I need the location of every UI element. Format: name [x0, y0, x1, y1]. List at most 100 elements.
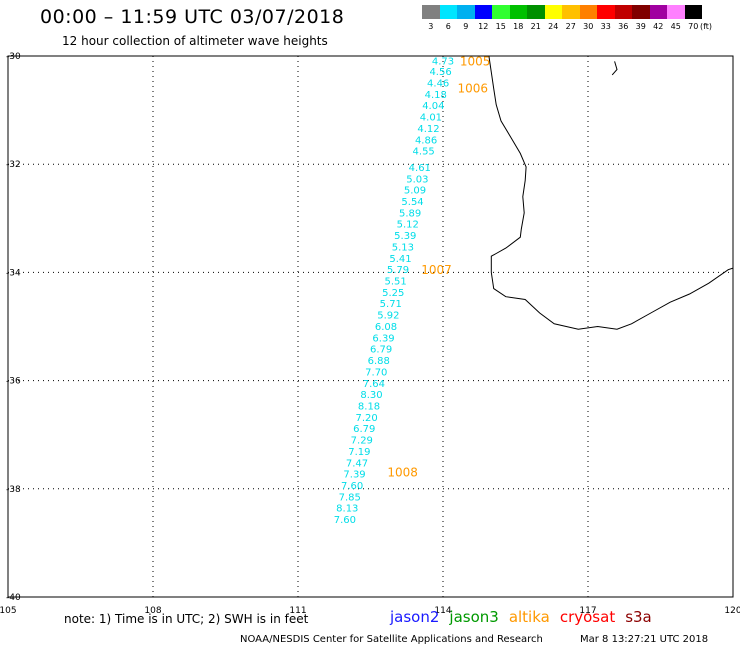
- colorbar-cell: [422, 5, 440, 19]
- coastline: [488, 55, 734, 330]
- colorbar-unit: (ft): [700, 22, 713, 31]
- swh-value-label: 8.18: [358, 401, 380, 412]
- swh-colorbar: [422, 5, 702, 19]
- swh-value-label: 5.41: [389, 254, 411, 265]
- colorbar-label: 18: [513, 22, 524, 31]
- swh-value-label: 4.61: [409, 163, 431, 174]
- colorbar-cell: [544, 5, 562, 19]
- swh-value-label: 5.71: [380, 299, 402, 310]
- swh-value-label: 4.73: [432, 56, 454, 67]
- swh-value-label: 5.89: [399, 208, 421, 219]
- inland-lake-outline: [611, 61, 618, 76]
- swh-value-label: 6.39: [372, 333, 394, 344]
- latitude-tick-label: -40: [6, 593, 21, 603]
- colorbar-cell: [457, 5, 475, 19]
- colorbar-label: 3: [428, 22, 434, 31]
- footer-note: note: 1) Time is in UTC; 2) SWH is in fe…: [64, 612, 309, 626]
- colorbar-cell: [562, 5, 580, 19]
- mission-legend: jason2 jason3 altika cryosat s3a: [390, 608, 662, 626]
- swh-value-label: 5.09: [404, 186, 426, 197]
- swh-value-label: 5.03: [406, 174, 428, 185]
- swh-value-label: 4.46: [427, 79, 449, 90]
- swh-value-label: 4.18: [425, 90, 447, 101]
- mission-label: altika: [508, 608, 550, 626]
- colorbar-label: 39: [635, 22, 646, 31]
- colorbar-cell: [474, 5, 492, 19]
- swh-value-label: 6.79: [370, 345, 392, 356]
- map-subtitle: 12 hour collection of altimeter wave hei…: [62, 34, 328, 48]
- colorbar-label: 9: [463, 22, 469, 31]
- swh-value-label: 4.56: [429, 67, 451, 78]
- colorbar-cell: [667, 5, 685, 19]
- swh-value-label: 4.86: [415, 135, 437, 146]
- swh-value-label: 7.39: [343, 470, 365, 481]
- colorbar-label: 42: [653, 22, 664, 31]
- colorbar-cell: [439, 5, 457, 19]
- colorbar-label: 33: [600, 22, 611, 31]
- swh-value-label: 8.13: [336, 504, 358, 515]
- longitude-tick-label: 120: [724, 606, 740, 616]
- longitude-tick-label: 105: [0, 606, 17, 616]
- swh-value-label: 6.79: [353, 424, 375, 435]
- pass-time-label: 1007: [421, 263, 452, 277]
- colorbar-cell: [632, 5, 650, 19]
- swh-colorbar-labels: 3 6 9 12 15 18 21 24 27 30 33 36 39 42 45 70 (ft): [422, 22, 712, 34]
- swh-value-label: 7.85: [339, 492, 361, 503]
- swh-value-label: 4.01: [420, 113, 442, 124]
- footer-generated-date: Mar 8 13:27:21 UTC 2018: [580, 634, 709, 645]
- swh-value-label: 8.30: [360, 390, 382, 401]
- swh-value-label: 7.19: [348, 447, 370, 458]
- swh-value-label: 7.60: [334, 515, 356, 526]
- swh-value-label: 5.92: [377, 311, 399, 322]
- mission-label: jason2: [390, 608, 440, 626]
- colorbar-label: 30: [583, 22, 594, 31]
- pass-time-label: 1008: [387, 465, 418, 479]
- swh-value-label: 7.60: [341, 481, 363, 492]
- colorbar-label: 70: [688, 22, 699, 31]
- colorbar-label: 12: [478, 22, 489, 31]
- map-frame: [7, 55, 734, 598]
- colorbar-cell: [579, 5, 597, 19]
- swh-value-label: 4.55: [413, 147, 435, 158]
- colorbar-cell: [597, 5, 615, 19]
- latitude-tick-label: -32: [6, 160, 21, 170]
- colorbar-cell: [509, 5, 527, 19]
- swh-value-label: 7.70: [365, 367, 387, 378]
- colorbar-label: 15: [495, 22, 506, 31]
- colorbar-label: 24: [548, 22, 559, 31]
- colorbar-label: 36: [618, 22, 629, 31]
- swh-value-label: 4.04: [422, 101, 444, 112]
- latitude-tick-label: -38: [6, 485, 21, 495]
- mission-label: cryosat: [559, 608, 616, 626]
- swh-value-label: 5.39: [394, 231, 416, 242]
- colorbar-label: 27: [565, 22, 576, 31]
- mission-label: jason3: [449, 608, 499, 626]
- longitude-tick-label: 111: [289, 606, 306, 616]
- swh-value-label: 5.25: [382, 288, 404, 299]
- swh-value-label: 5.79: [387, 265, 409, 276]
- footer-credit: NOAA/NESDIS Center for Satellite Applica…: [240, 634, 543, 645]
- colorbar-label: 6: [445, 22, 451, 31]
- swh-value-label: 5.12: [397, 220, 419, 231]
- colorbar-cell: [614, 5, 632, 19]
- swh-value-label: 6.88: [368, 356, 390, 367]
- colorbar-cell: [527, 5, 545, 19]
- latitude-tick-label: -30: [6, 52, 21, 62]
- colorbar-cell: [492, 5, 510, 19]
- swh-value-label: 7.20: [356, 413, 378, 424]
- swh-value-label: 7.47: [346, 458, 368, 469]
- colorbar-label: 45: [670, 22, 681, 31]
- swh-value-label: 7.29: [351, 436, 373, 447]
- longitude-tick-label: 108: [144, 606, 161, 616]
- longitude-tick-label: 114: [434, 606, 451, 616]
- mission-label: s3a: [625, 608, 652, 626]
- pass-time-label: 1005: [460, 54, 491, 68]
- swh-value-label: 5.51: [385, 277, 407, 288]
- swh-value-label: 7.64: [363, 379, 385, 390]
- swh-value-label: 5.54: [401, 197, 423, 208]
- latitude-tick-label: -34: [6, 268, 21, 278]
- swh-value-label: 5.13: [392, 242, 414, 253]
- latitude-tick-label: -36: [6, 377, 21, 387]
- colorbar-cell: [684, 5, 702, 19]
- pass-time-label: 1006: [458, 81, 489, 95]
